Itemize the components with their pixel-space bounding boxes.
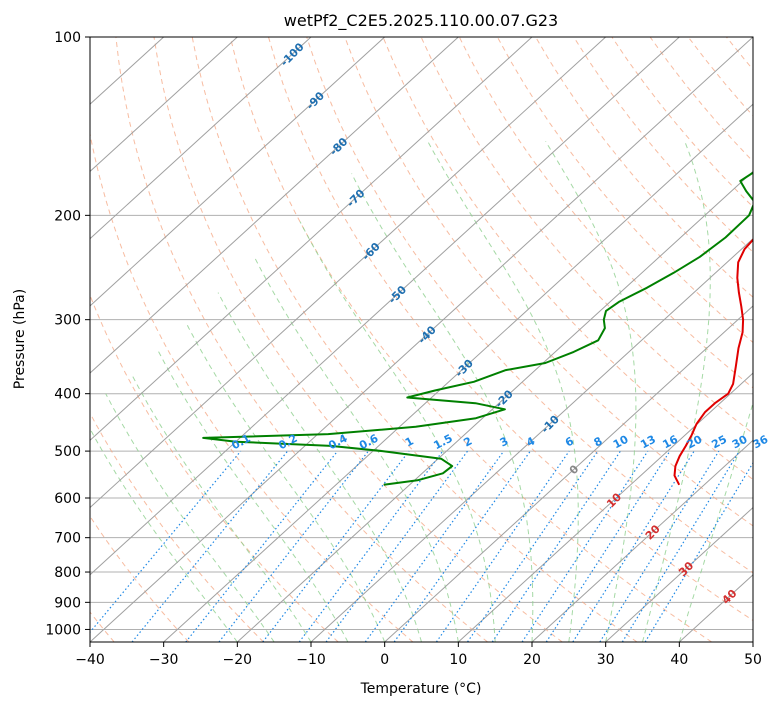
isotherm — [163, 103, 753, 642]
moist-adiabat — [217, 292, 422, 642]
x-tick-label: −10 — [296, 652, 326, 668]
isotherm — [90, 37, 753, 642]
y-tick-label: 900 — [54, 595, 81, 611]
moist-adiabat — [186, 323, 386, 642]
mixing-ratio-label: 36 — [751, 433, 771, 452]
mixing-ratio-line — [185, 450, 339, 642]
isotherm — [384, 305, 753, 642]
isotherm — [90, 37, 312, 240]
y-tick-label: 400 — [54, 387, 81, 403]
moist-adiabat — [90, 427, 238, 642]
y-tick-label: 500 — [54, 444, 81, 460]
isotherm — [90, 37, 607, 509]
dry-adiabat — [306, 37, 753, 574]
isotherm — [90, 37, 386, 307]
isotherm — [90, 37, 238, 173]
moist-adiabat — [545, 141, 637, 642]
dry-adiabat — [90, 293, 339, 642]
x-tick-label: 0 — [380, 652, 389, 668]
dry-adiabat — [153, 37, 563, 642]
mixing-ratio-line — [393, 450, 531, 642]
mixing-ratio-label: 13 — [638, 433, 658, 452]
moist-adiabat — [130, 373, 312, 642]
x-tick-label: 20 — [523, 652, 541, 668]
moist-adiabat — [351, 173, 534, 642]
plot-frame — [89, 36, 754, 643]
sounding-lines — [202, 171, 753, 486]
isotherm — [531, 439, 753, 642]
y-tick-label: 1000 — [45, 622, 81, 638]
isotherm — [457, 372, 753, 642]
isotherm — [605, 506, 753, 642]
mixing-ratio-line — [262, 450, 410, 642]
isotherm — [236, 170, 753, 642]
dry-adiabat — [496, 37, 753, 344]
moist-adiabat — [427, 141, 579, 642]
mixing-ratio-label: 30 — [730, 433, 750, 452]
mixing-ratio-line — [621, 450, 740, 642]
x-tick-label: −30 — [149, 652, 179, 668]
temperature-line — [673, 238, 753, 486]
dry-adiabat — [115, 37, 488, 642]
dry-adiabat — [458, 37, 753, 389]
axes: −40 −30 −20 −10 0 10 20 30 40 50 1000 900 800 700 600 5… — [45, 30, 762, 668]
isotherm — [90, 37, 680, 576]
moist-adiabat — [156, 347, 349, 642]
x-tick-label: 10 — [449, 652, 467, 668]
mixing-ratio-line — [218, 450, 369, 642]
y-tick-label: 200 — [54, 208, 81, 224]
moist-adiabat — [299, 221, 496, 642]
x-axis-label: Temperature (°C) — [360, 681, 482, 697]
moist-adiabat — [642, 141, 711, 642]
moist-adiabat — [253, 256, 459, 642]
background-lines — [90, 37, 753, 642]
y-tick-label: 600 — [54, 491, 81, 507]
mixing-ratio-line — [572, 450, 695, 642]
y-tick-label: 700 — [54, 531, 81, 547]
mixing-ratio-label: 25 — [709, 433, 729, 452]
mixing-ratio-line — [599, 450, 720, 642]
mixing-ratio-line — [435, 450, 570, 642]
mixing-ratio-label: 20 — [685, 433, 705, 452]
mixing-ratio-line — [364, 450, 505, 642]
dry-adiabat — [90, 412, 264, 642]
mixing-ratio-line — [90, 450, 242, 634]
mixing-ratio-line — [644, 461, 753, 642]
mixing-ratio-line — [467, 450, 599, 642]
dry-adiabat — [90, 515, 190, 642]
isotherm — [90, 37, 459, 374]
y-tick-label: 800 — [54, 565, 81, 581]
mixing-ratio-line — [131, 450, 289, 642]
dewpoint-line — [202, 171, 753, 486]
x-tick-label: 30 — [597, 652, 615, 668]
mixing-ratio-label: 10 — [611, 433, 631, 452]
x-tick-label: 50 — [744, 652, 762, 668]
isotherm — [90, 37, 533, 442]
mixing-ratio-label: 16 — [660, 433, 680, 452]
dry-adiabat — [191, 37, 638, 642]
y-tick-label: 100 — [54, 30, 81, 46]
x-tick-label: −20 — [223, 652, 253, 668]
isotherm — [310, 237, 753, 642]
chart-title: wetPf2_C2E5.2025.110.00.07.G23 — [284, 11, 558, 31]
moist-adiabat — [105, 393, 275, 642]
y-axis-label: Pressure (hPa) — [12, 289, 28, 389]
x-tick-label: −40 — [75, 652, 105, 668]
x-tick-label: 40 — [670, 652, 688, 668]
y-tick-label: 300 — [54, 313, 81, 329]
dry-adiabat — [268, 37, 753, 622]
